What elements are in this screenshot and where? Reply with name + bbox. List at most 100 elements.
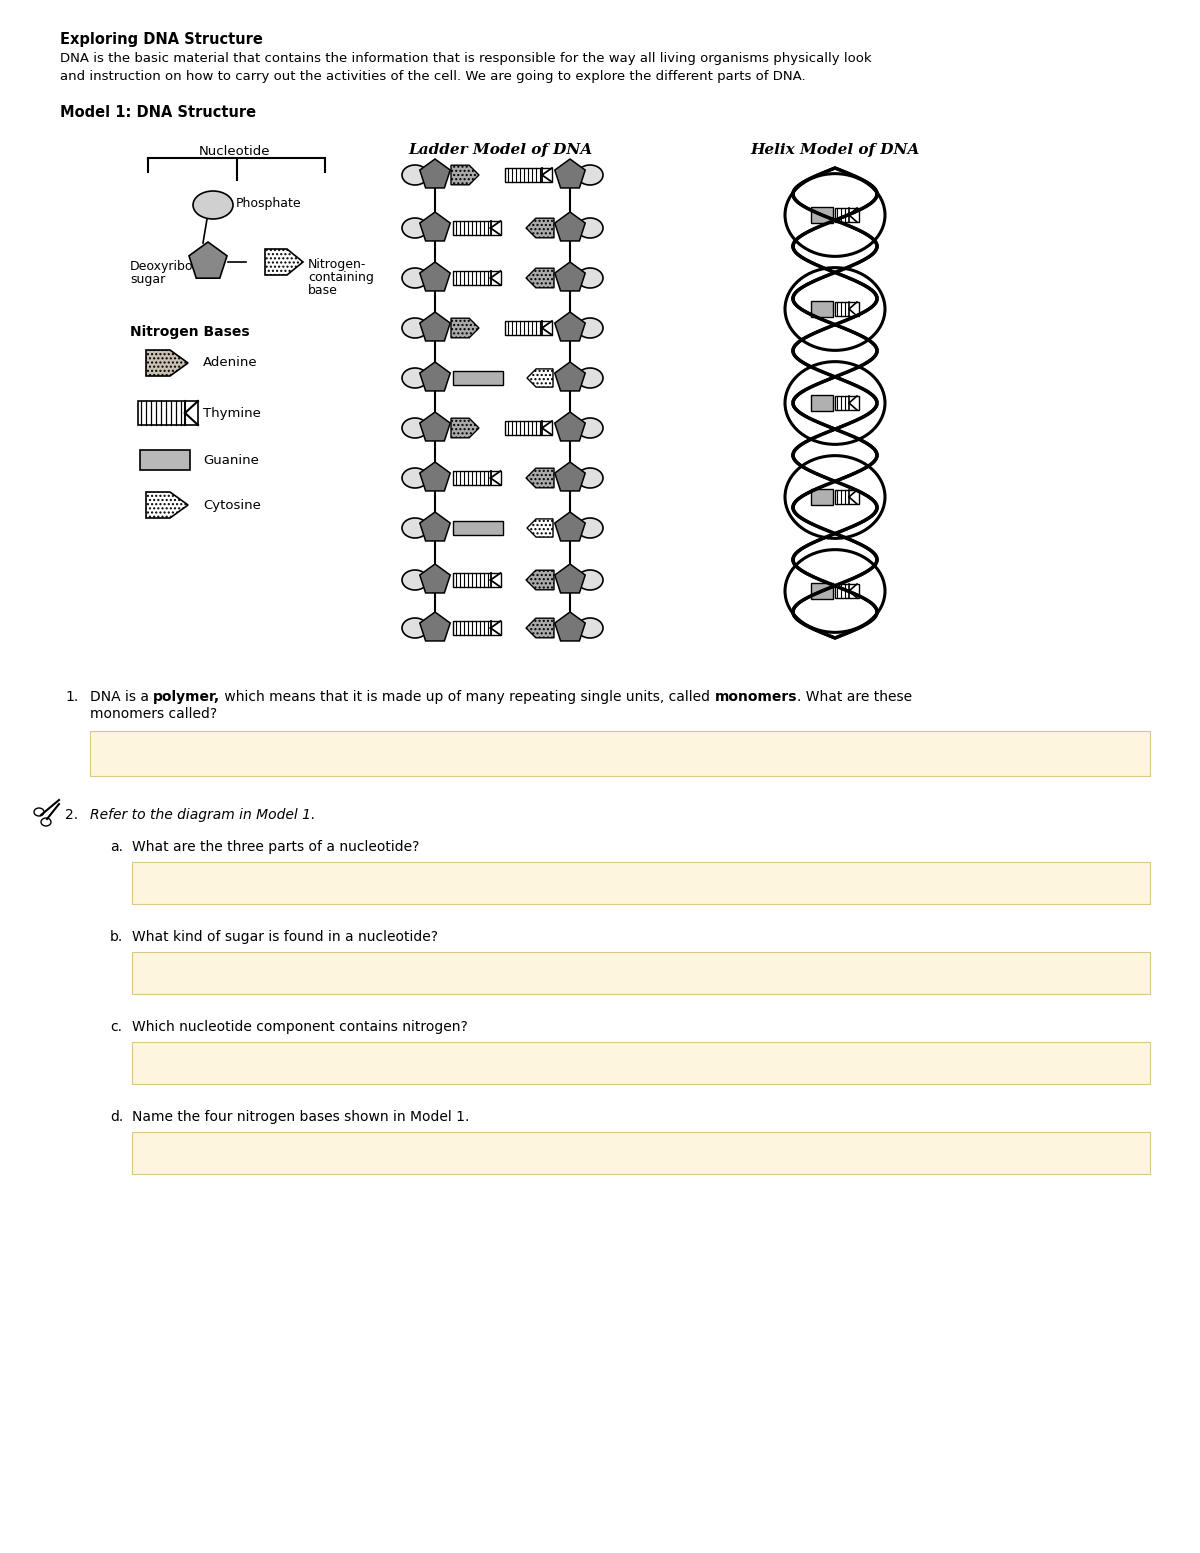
Ellipse shape	[402, 269, 428, 287]
Ellipse shape	[785, 362, 886, 444]
Polygon shape	[451, 165, 479, 185]
Ellipse shape	[34, 808, 44, 815]
Polygon shape	[420, 412, 450, 441]
Polygon shape	[526, 618, 554, 638]
FancyBboxPatch shape	[835, 396, 859, 410]
FancyBboxPatch shape	[132, 952, 1150, 994]
Text: containing: containing	[308, 272, 374, 284]
FancyBboxPatch shape	[454, 221, 500, 235]
FancyBboxPatch shape	[811, 394, 833, 412]
FancyBboxPatch shape	[138, 401, 198, 426]
Text: b.: b.	[110, 930, 124, 944]
Ellipse shape	[577, 519, 604, 537]
Text: Thymine: Thymine	[203, 407, 260, 419]
Ellipse shape	[577, 318, 604, 339]
Polygon shape	[420, 362, 450, 391]
Polygon shape	[420, 262, 450, 290]
Ellipse shape	[402, 318, 428, 339]
FancyBboxPatch shape	[835, 301, 859, 315]
Ellipse shape	[577, 418, 604, 438]
Text: What are the three parts of a nucleotide?: What are the three parts of a nucleotide…	[132, 840, 419, 854]
Text: d.: d.	[110, 1110, 124, 1124]
Ellipse shape	[577, 165, 604, 185]
FancyBboxPatch shape	[454, 573, 500, 587]
Polygon shape	[420, 213, 450, 241]
Polygon shape	[420, 158, 450, 188]
Polygon shape	[554, 262, 586, 290]
Polygon shape	[554, 158, 586, 188]
FancyBboxPatch shape	[454, 621, 500, 635]
Text: Name the four nitrogen bases shown in Model 1.: Name the four nitrogen bases shown in Mo…	[132, 1110, 469, 1124]
FancyBboxPatch shape	[811, 301, 833, 317]
Polygon shape	[554, 564, 586, 593]
Text: Adenine: Adenine	[203, 357, 258, 370]
FancyBboxPatch shape	[811, 582, 833, 599]
FancyBboxPatch shape	[132, 1042, 1150, 1084]
Polygon shape	[451, 418, 479, 438]
Ellipse shape	[785, 267, 886, 351]
Text: and instruction on how to carry out the activities of the cell. We are going to : and instruction on how to carry out the …	[60, 70, 805, 82]
Polygon shape	[188, 242, 227, 278]
Text: Cytosine: Cytosine	[203, 499, 260, 511]
Polygon shape	[146, 349, 188, 376]
FancyBboxPatch shape	[835, 491, 859, 505]
Polygon shape	[527, 519, 553, 537]
Polygon shape	[140, 450, 190, 471]
FancyBboxPatch shape	[132, 862, 1150, 904]
Ellipse shape	[577, 570, 604, 590]
FancyBboxPatch shape	[811, 207, 833, 224]
Text: DNA is the basic material that contains the information that is responsible for : DNA is the basic material that contains …	[60, 51, 871, 65]
Text: monomers called?: monomers called?	[90, 707, 217, 721]
Ellipse shape	[402, 165, 428, 185]
Text: Exploring DNA Structure: Exploring DNA Structure	[60, 33, 263, 47]
Polygon shape	[420, 461, 450, 491]
Text: Nucleotide: Nucleotide	[199, 144, 271, 158]
Ellipse shape	[402, 418, 428, 438]
Polygon shape	[554, 213, 586, 241]
Ellipse shape	[785, 550, 886, 632]
Text: 2.: 2.	[65, 808, 78, 822]
Text: Refer to the diagram in Model 1.: Refer to the diagram in Model 1.	[90, 808, 316, 822]
Text: Guanine: Guanine	[203, 453, 259, 466]
Text: Ladder Model of DNA: Ladder Model of DNA	[408, 143, 592, 157]
Text: Model 1: DNA Structure: Model 1: DNA Structure	[60, 106, 256, 120]
Polygon shape	[420, 512, 450, 540]
Ellipse shape	[402, 467, 428, 488]
Text: c.: c.	[110, 1020, 122, 1034]
Ellipse shape	[402, 519, 428, 537]
Polygon shape	[420, 312, 450, 342]
Text: Nitrogen Bases: Nitrogen Bases	[130, 325, 250, 339]
Polygon shape	[420, 612, 450, 641]
Text: Phosphate: Phosphate	[236, 197, 301, 211]
Text: base: base	[308, 284, 338, 297]
FancyBboxPatch shape	[835, 584, 859, 598]
Polygon shape	[527, 370, 553, 387]
FancyBboxPatch shape	[454, 471, 500, 485]
Text: polymer,: polymer,	[154, 690, 221, 704]
Text: Helix Model of DNA: Helix Model of DNA	[750, 143, 919, 157]
Polygon shape	[554, 612, 586, 641]
Ellipse shape	[577, 368, 604, 388]
FancyBboxPatch shape	[454, 371, 503, 385]
FancyBboxPatch shape	[811, 489, 833, 505]
Text: sugar: sugar	[130, 273, 166, 286]
Ellipse shape	[402, 368, 428, 388]
Ellipse shape	[577, 467, 604, 488]
Text: a.: a.	[110, 840, 124, 854]
FancyBboxPatch shape	[454, 272, 500, 286]
Ellipse shape	[577, 217, 604, 238]
Ellipse shape	[577, 618, 604, 638]
Text: DNA is a: DNA is a	[90, 690, 154, 704]
Ellipse shape	[402, 618, 428, 638]
Polygon shape	[526, 269, 554, 287]
Polygon shape	[526, 467, 554, 488]
Ellipse shape	[785, 174, 886, 256]
Polygon shape	[265, 248, 302, 275]
Polygon shape	[554, 362, 586, 391]
FancyBboxPatch shape	[504, 421, 552, 435]
FancyBboxPatch shape	[90, 731, 1150, 776]
FancyBboxPatch shape	[454, 520, 503, 534]
Ellipse shape	[577, 269, 604, 287]
Text: Deoxyribose: Deoxyribose	[130, 259, 208, 273]
Polygon shape	[554, 512, 586, 540]
